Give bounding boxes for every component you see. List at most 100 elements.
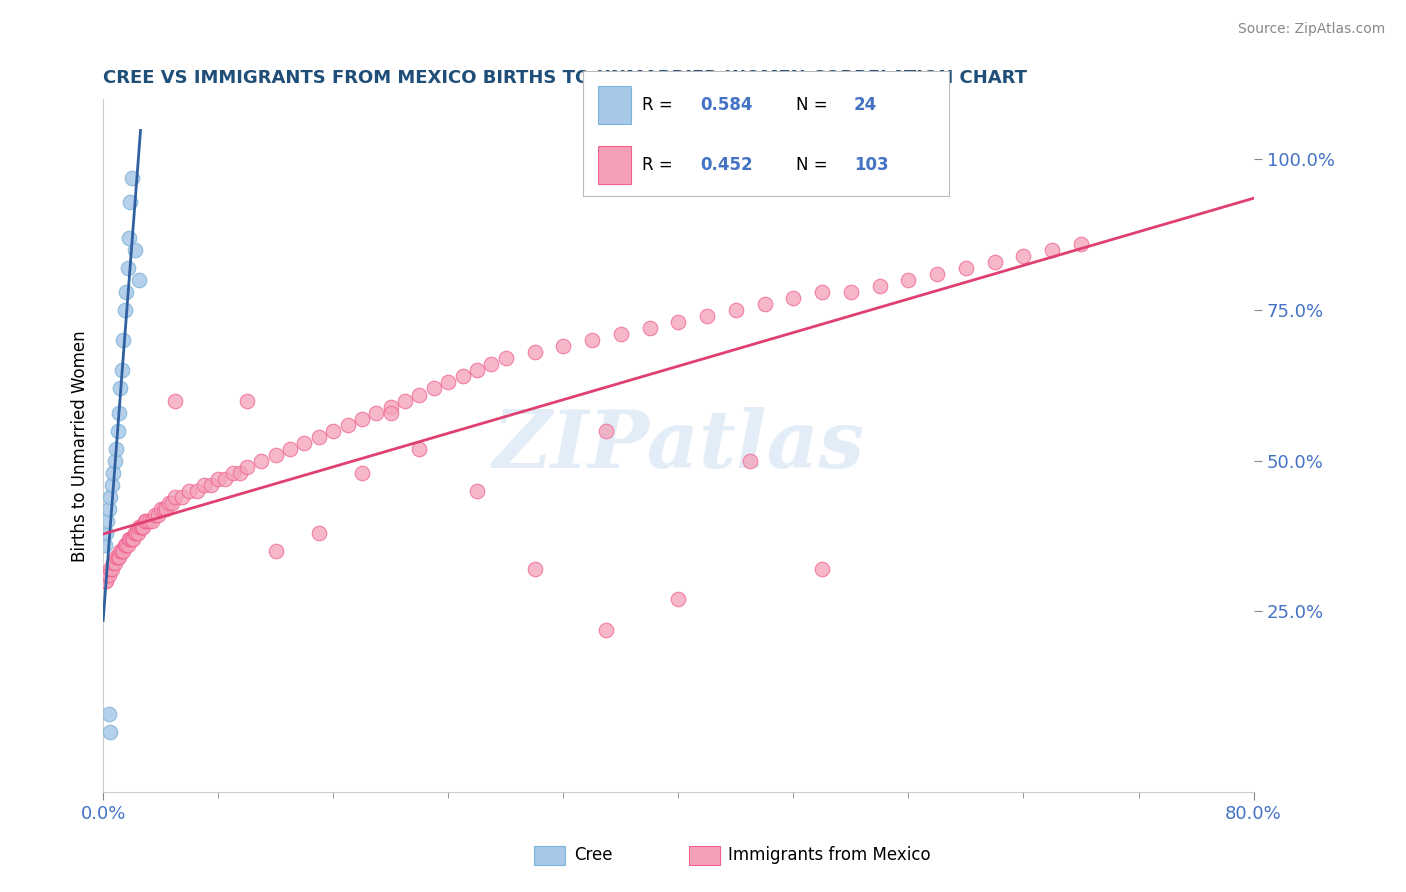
- Point: [322, 424, 344, 438]
- Point: [811, 562, 834, 576]
- Point: [927, 267, 949, 281]
- Point: [200, 478, 222, 492]
- Point: [134, 514, 156, 528]
- Text: 0.452: 0.452: [700, 156, 754, 174]
- Point: [93, 574, 115, 589]
- Point: [149, 502, 172, 516]
- Text: R =: R =: [643, 96, 672, 114]
- Point: [93, 538, 115, 552]
- Point: [94, 574, 117, 589]
- Point: [308, 526, 330, 541]
- Point: [350, 411, 373, 425]
- Point: [112, 333, 135, 347]
- Point: [98, 562, 121, 576]
- Point: [336, 417, 359, 432]
- FancyBboxPatch shape: [598, 87, 631, 124]
- Text: 103: 103: [853, 156, 889, 174]
- Point: [294, 435, 316, 450]
- Point: [97, 568, 120, 582]
- Point: [160, 496, 183, 510]
- Point: [869, 279, 891, 293]
- Point: [110, 544, 132, 558]
- Point: [143, 508, 166, 522]
- Point: [114, 303, 136, 318]
- Point: [118, 532, 141, 546]
- Point: [100, 478, 122, 492]
- Point: [94, 526, 117, 541]
- Point: [117, 538, 139, 552]
- Point: [437, 376, 460, 390]
- Point: [128, 273, 150, 287]
- Point: [839, 285, 862, 299]
- Point: [112, 544, 135, 558]
- Text: N =: N =: [796, 96, 827, 114]
- Point: [104, 556, 127, 570]
- Point: [98, 490, 121, 504]
- Point: [724, 303, 747, 318]
- Point: [108, 406, 131, 420]
- Point: [380, 400, 402, 414]
- Point: [955, 260, 977, 275]
- Point: [638, 321, 661, 335]
- Point: [495, 351, 517, 366]
- Point: [117, 260, 139, 275]
- Point: [124, 243, 146, 257]
- Point: [96, 514, 118, 528]
- Point: [465, 363, 488, 377]
- Point: [115, 285, 138, 299]
- Point: [1040, 243, 1063, 257]
- Point: [696, 309, 718, 323]
- Point: [754, 297, 776, 311]
- Point: [610, 327, 633, 342]
- Point: [104, 454, 127, 468]
- Point: [523, 345, 546, 359]
- Point: [350, 466, 373, 480]
- Point: [111, 544, 134, 558]
- Point: [523, 562, 546, 576]
- Point: [465, 483, 488, 498]
- Point: [782, 291, 804, 305]
- Point: [110, 382, 132, 396]
- Point: [124, 526, 146, 541]
- Point: [97, 706, 120, 721]
- Point: [107, 424, 129, 438]
- Point: [141, 514, 163, 528]
- Point: [423, 382, 446, 396]
- FancyBboxPatch shape: [598, 146, 631, 184]
- Point: [96, 568, 118, 582]
- Point: [1012, 249, 1035, 263]
- Point: [135, 514, 157, 528]
- Point: [128, 520, 150, 534]
- Point: [408, 387, 430, 401]
- Point: [811, 285, 834, 299]
- Point: [118, 231, 141, 245]
- Text: Cree: Cree: [574, 847, 612, 864]
- Point: [481, 357, 503, 371]
- Point: [595, 424, 617, 438]
- Point: [103, 466, 125, 480]
- Point: [120, 194, 142, 209]
- Point: [114, 538, 136, 552]
- Point: [155, 502, 177, 516]
- Point: [105, 442, 128, 456]
- Point: [98, 725, 121, 739]
- Point: [214, 472, 236, 486]
- Point: [221, 466, 243, 480]
- Y-axis label: Births to Unmarried Women: Births to Unmarried Women: [72, 330, 89, 562]
- Point: [193, 478, 215, 492]
- Point: [111, 363, 134, 377]
- Point: [172, 490, 194, 504]
- Text: N =: N =: [796, 156, 827, 174]
- Point: [120, 532, 142, 546]
- Point: [100, 562, 122, 576]
- Point: [250, 454, 273, 468]
- Point: [129, 520, 152, 534]
- Point: [97, 502, 120, 516]
- Point: [451, 369, 474, 384]
- Point: [127, 526, 149, 541]
- Point: [122, 532, 145, 546]
- Point: [229, 466, 252, 480]
- Point: [380, 406, 402, 420]
- Point: [186, 483, 208, 498]
- Text: 24: 24: [853, 96, 877, 114]
